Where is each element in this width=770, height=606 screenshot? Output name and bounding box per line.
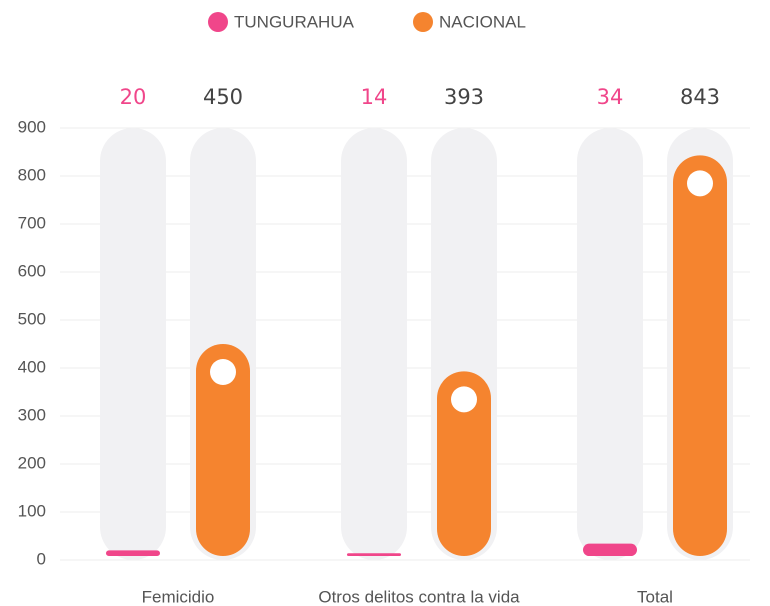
y-tick-label: 900	[18, 117, 46, 136]
bar	[437, 371, 491, 556]
y-tick-label: 500	[18, 309, 46, 328]
value-label: 450	[203, 85, 243, 109]
value-label: 393	[444, 85, 484, 109]
legend-label: NACIONAL	[439, 12, 526, 31]
x-tick-label: Otros delitos contra la vida	[318, 587, 520, 606]
y-tick-label: 700	[18, 213, 46, 232]
bar-dot	[210, 359, 236, 385]
bar	[196, 344, 250, 556]
y-tick-label: 100	[18, 501, 46, 520]
legend-label: TUNGURAHUA	[234, 12, 355, 31]
y-tick-label: 200	[18, 453, 46, 472]
bar-track	[577, 128, 643, 560]
legend-swatch	[413, 12, 433, 32]
bar	[583, 543, 637, 556]
bar-dot	[687, 170, 713, 197]
value-label: 14	[361, 85, 388, 109]
bar-track	[100, 128, 166, 560]
x-tick-label: Femicidio	[142, 587, 215, 606]
y-tick-label: 0	[37, 549, 46, 568]
bar	[673, 155, 727, 557]
bar-dot	[451, 386, 477, 413]
value-label: 843	[680, 85, 720, 109]
bar-track	[341, 128, 407, 560]
x-tick-label: Total	[637, 587, 673, 606]
y-tick-label: 400	[18, 357, 46, 376]
bar	[347, 553, 401, 556]
y-tick-label: 300	[18, 405, 46, 424]
y-tick-label: 800	[18, 165, 46, 184]
legend-swatch	[208, 12, 228, 32]
value-label: 20	[120, 85, 147, 109]
y-tick-label: 600	[18, 261, 46, 280]
bar	[106, 550, 160, 556]
value-label: 34	[597, 85, 624, 109]
